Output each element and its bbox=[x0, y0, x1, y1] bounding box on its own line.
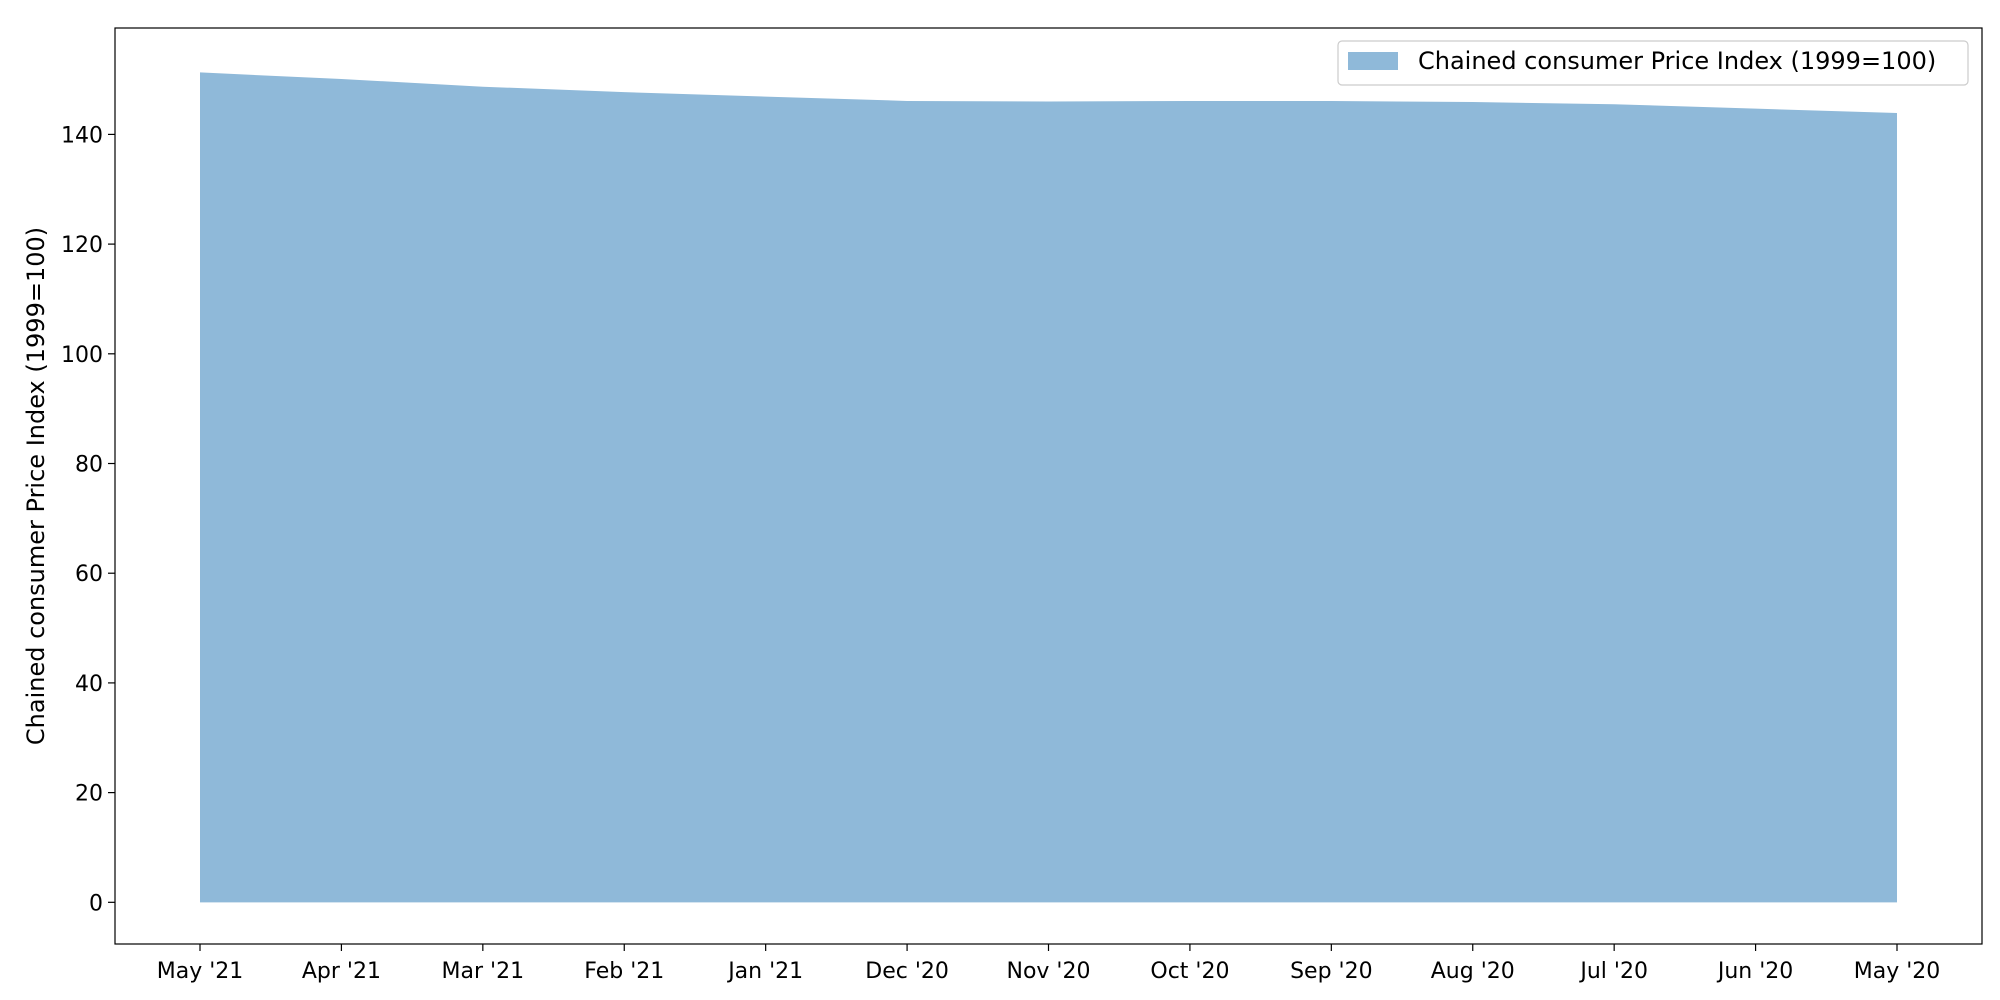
x-tick-label: Jun '20 bbox=[1716, 959, 1793, 984]
x-tick-label: Jul '20 bbox=[1578, 959, 1648, 984]
y-axis: 0 20 40 60 80 100 120 140 bbox=[61, 123, 115, 916]
x-tick-label: May '20 bbox=[1854, 959, 1941, 984]
x-tick-label: Aug '20 bbox=[1431, 959, 1515, 984]
y-tick-label: 20 bbox=[75, 782, 103, 807]
y-tick-label: 100 bbox=[61, 343, 103, 368]
y-tick-label: 140 bbox=[61, 123, 103, 148]
legend: Chained consumer Price Index (1999=100) bbox=[1337, 40, 1969, 86]
x-tick-label: Sep '20 bbox=[1290, 959, 1373, 984]
legend-frame bbox=[1337, 40, 1969, 86]
x-tick-label: Nov '20 bbox=[1007, 959, 1091, 984]
x-tick-label: Jan '21 bbox=[726, 959, 803, 984]
x-tick-label: Oct '20 bbox=[1150, 959, 1229, 984]
x-tick-label: Dec '20 bbox=[865, 959, 949, 984]
y-tick-label: 0 bbox=[89, 891, 103, 916]
x-tick-label: May '21 bbox=[157, 959, 244, 984]
y-tick-label: 80 bbox=[75, 453, 103, 478]
x-axis: May '21 Apr '21 Mar '21 Feb '21 Jan '21 Dec '… bbox=[157, 944, 1941, 984]
area-series-0 bbox=[200, 72, 1897, 903]
legend-swatch bbox=[1348, 52, 1398, 70]
area-layer bbox=[200, 72, 1897, 903]
x-tick-label: Mar '21 bbox=[442, 959, 525, 984]
legend-entry-label: Chained consumer Price Index (1999=100) bbox=[1418, 47, 1936, 75]
x-tick-label: Apr '21 bbox=[302, 959, 381, 984]
y-tick-label: 40 bbox=[75, 672, 103, 697]
y-axis-label: Chained consumer Price Index (1999=100) bbox=[22, 227, 50, 745]
y-tick-label: 60 bbox=[75, 562, 103, 587]
x-tick-label: Feb '21 bbox=[584, 959, 664, 984]
y-tick-label: 120 bbox=[61, 233, 103, 258]
